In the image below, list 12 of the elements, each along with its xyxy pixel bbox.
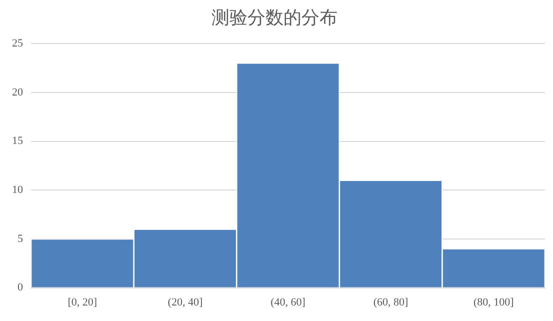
x-tick-label: (80, 100] — [473, 296, 514, 308]
y-tick-label: 20 — [12, 86, 24, 98]
y-tick-label: 25 — [12, 37, 24, 50]
y-tick-label: 15 — [12, 135, 24, 148]
chart-title: 测验分数的分布 — [212, 7, 338, 28]
x-tick-label: (40, 60] — [270, 296, 306, 308]
y-tick-label: 5 — [18, 232, 24, 245]
x-tick-label: (60, 80] — [373, 296, 408, 308]
x-tick-label: [0, 20] — [68, 296, 98, 308]
x-tick-label: (20, 40] — [168, 296, 203, 308]
y-tick-label: 0 — [18, 282, 24, 294]
y-tick-label: 10 — [12, 184, 24, 196]
